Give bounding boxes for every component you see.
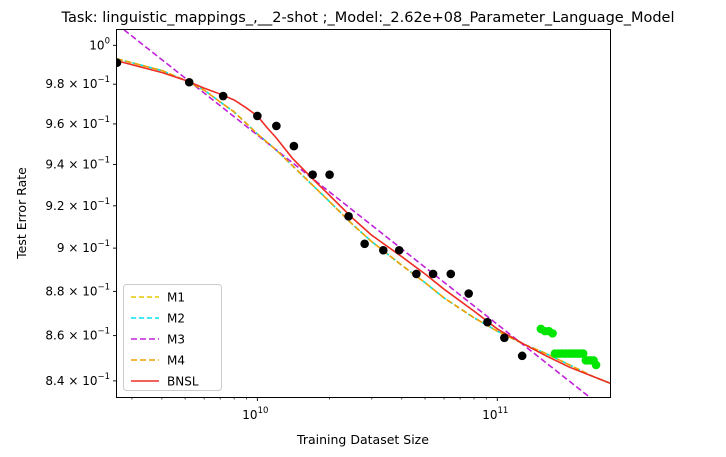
y-axis-label: Test Error Rate: [14, 167, 29, 260]
train-point: [464, 289, 473, 298]
train-point: [308, 170, 317, 179]
legend-box: [123, 284, 222, 391]
y-tick-label: 100: [89, 36, 110, 52]
train-point: [394, 245, 404, 255]
legend-label-m3: M3: [167, 333, 185, 347]
y-tick-label: 8.8 × 10−1: [45, 282, 110, 298]
x-tick-label: 1010: [242, 406, 268, 422]
data-points: [117, 58, 601, 370]
y-tick-label: 9.8 × 10−1: [45, 75, 110, 91]
plot-frame: [116, 29, 611, 398]
train-point: [500, 333, 509, 343]
train-point: [184, 77, 194, 87]
y-tick-label: 9.6 × 10−1: [45, 115, 110, 131]
train-point: [483, 317, 492, 327]
train-point: [412, 269, 421, 279]
train-point: [253, 111, 262, 121]
legend: M1 M2 M3 M4 BNSL: [123, 284, 222, 391]
legend-label-m4: M4: [167, 354, 185, 368]
train-point: [117, 58, 122, 68]
train-point: [344, 211, 353, 221]
series-line-m3: [122, 30, 591, 397]
y-tick-label: 9.4 × 10−1: [45, 155, 110, 171]
y-tick-label: 9 × 10−1: [57, 239, 110, 255]
y-axis-ticks: 100 9.8 × 10−1 9.6 × 10−1 9.4 × 10−1 9.2 × 1…: [45, 36, 117, 388]
y-tick-label: 8.6 × 10−1: [45, 327, 110, 343]
train-point: [218, 91, 228, 101]
test-point: [591, 360, 601, 370]
train-point: [379, 245, 388, 255]
chart-title: Task: linguistic_mappings_,__2-shot ;_Mo…: [61, 10, 675, 26]
train-point: [289, 141, 299, 151]
model-fit-curves: [117, 30, 610, 397]
series-line-bnsl: [117, 60, 610, 384]
test-point: [578, 349, 588, 358]
series-line-m4: [117, 58, 610, 384]
train-point: [517, 351, 527, 361]
train-point: [360, 239, 369, 249]
train-point: [272, 121, 281, 131]
train-point: [325, 170, 334, 179]
x-axis-label: Training Dataset Size: [296, 432, 429, 447]
train-point: [428, 269, 438, 279]
legend-label-m1: M1: [167, 291, 185, 305]
legend-label-m2: M2: [167, 312, 185, 326]
legend-label-bnsl: BNSL: [167, 375, 199, 389]
test-point: [548, 329, 557, 338]
x-axis-ticks: 1010 1011: [131, 397, 570, 422]
y-tick-label: 8.4 × 10−1: [45, 372, 110, 388]
y-tick-label: 9.2 × 10−1: [45, 197, 110, 213]
x-tick-label: 1011: [482, 406, 508, 422]
train-point: [446, 269, 456, 279]
